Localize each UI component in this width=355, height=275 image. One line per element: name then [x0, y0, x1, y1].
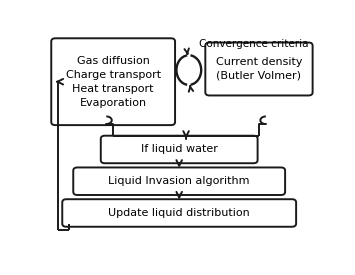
FancyBboxPatch shape	[51, 38, 175, 125]
FancyBboxPatch shape	[101, 136, 258, 163]
Text: Convergence criteria: Convergence criteria	[199, 39, 308, 49]
Text: Gas diffusion
Charge transport
Heat transport
Evaporation: Gas diffusion Charge transport Heat tran…	[66, 56, 161, 108]
FancyBboxPatch shape	[62, 199, 296, 227]
FancyBboxPatch shape	[73, 167, 285, 195]
Text: If liquid water: If liquid water	[141, 144, 218, 155]
Text: Current density
(Butler Volmer): Current density (Butler Volmer)	[216, 57, 302, 81]
Text: Update liquid distribution: Update liquid distribution	[108, 208, 250, 218]
FancyBboxPatch shape	[205, 43, 313, 95]
Text: Liquid Invasion algorithm: Liquid Invasion algorithm	[108, 176, 250, 186]
